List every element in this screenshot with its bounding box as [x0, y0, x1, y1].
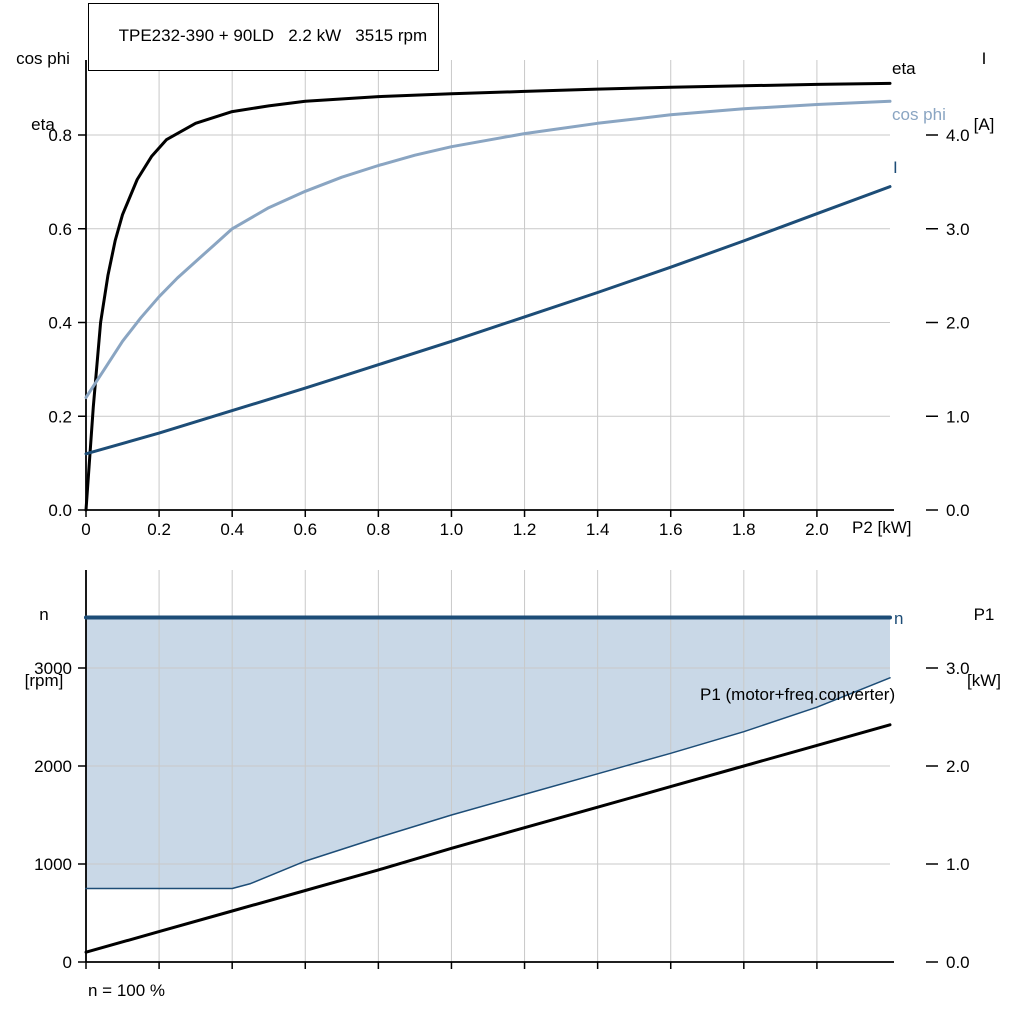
- curve-label-p1: P1 (motor+freq.converter): [700, 685, 896, 704]
- series-eta: [84, 81, 892, 512]
- svg-text:2.0: 2.0: [805, 520, 829, 539]
- series-cos-phi: [84, 99, 892, 399]
- svg-text:1.0: 1.0: [946, 407, 970, 426]
- curve-label-current: I: [893, 158, 898, 177]
- bottom-left-axis-label: n [rpm]: [6, 560, 82, 736]
- x-axis-label: P2 [kW]: [852, 518, 912, 537]
- svg-text:0.8: 0.8: [48, 126, 72, 145]
- svg-text:3000: 3000: [34, 659, 72, 678]
- curve-label-eta: eta: [892, 59, 916, 78]
- svg-text:2.0: 2.0: [946, 757, 970, 776]
- svg-text:0.4: 0.4: [220, 520, 244, 539]
- speed-power-chart: 0 1000 2000 3000 0.0 1.0 2.0 3.0: [34, 570, 970, 972]
- axis-label-ampere-unit: [A]: [973, 115, 995, 134]
- svg-text:1.4: 1.4: [586, 520, 610, 539]
- axis-label-n: n: [39, 605, 49, 624]
- motor-data-chart: 0 0.2 0.4 0.6 0.8 1.0 1.2 1.4 1.6 1.8 2.0 0.0 0.2 0.4…: [48, 60, 970, 539]
- axis-label-cos-phi: cos phi: [16, 49, 70, 68]
- svg-text:1.8: 1.8: [732, 520, 756, 539]
- speed-range-fill: [86, 617, 890, 889]
- svg-text:0.0: 0.0: [946, 953, 970, 972]
- svg-text:2000: 2000: [34, 757, 72, 776]
- chart-title-box: TPE232-390 + 90LD 2.2 kW 3515 rpm: [88, 3, 440, 71]
- svg-text:4.0: 4.0: [946, 126, 970, 145]
- svg-text:0.2: 0.2: [147, 520, 171, 539]
- svg-text:1000: 1000: [34, 855, 72, 874]
- bottom-right-axis-label: P1 [kW]: [952, 560, 1016, 736]
- series-p1-motor-freq-converter-: [84, 723, 892, 954]
- axis-label-current: I: [981, 49, 987, 68]
- svg-text:0.6: 0.6: [48, 220, 72, 239]
- svg-text:2.0: 2.0: [946, 314, 970, 333]
- series-i: [84, 185, 892, 456]
- top-left-axis-label: cos phi eta: [0, 4, 86, 180]
- svg-text:0.2: 0.2: [48, 407, 72, 426]
- svg-text:0.4: 0.4: [48, 314, 72, 333]
- series-n-min: [85, 677, 891, 890]
- svg-text:0: 0: [63, 953, 72, 972]
- svg-text:0.6: 0.6: [293, 520, 317, 539]
- svg-text:3.0: 3.0: [946, 220, 970, 239]
- axis-label-rpm-unit: [rpm]: [24, 671, 64, 690]
- svg-text:1.0: 1.0: [946, 855, 970, 874]
- svg-text:1.2: 1.2: [513, 520, 537, 539]
- svg-text:1.0: 1.0: [440, 520, 464, 539]
- svg-text:1.6: 1.6: [659, 520, 683, 539]
- axis-label-kw-unit: [kW]: [967, 671, 1001, 690]
- chart-title: TPE232-390 + 90LD 2.2 kW 3515 rpm: [118, 26, 428, 45]
- axis-label-eta: eta: [31, 115, 55, 134]
- svg-text:0: 0: [81, 520, 90, 539]
- svg-text:0.0: 0.0: [946, 501, 970, 520]
- curve-label-cos-phi: cos phi: [892, 105, 946, 124]
- axis-label-p1: P1: [973, 605, 995, 624]
- svg-text:0.0: 0.0: [48, 501, 72, 520]
- svg-text:3.0: 3.0: [946, 659, 970, 678]
- top-right-axis-label: I [A]: [952, 4, 1016, 180]
- footnote-n-100: n = 100 %: [88, 981, 166, 1000]
- svg-text:0.8: 0.8: [367, 520, 391, 539]
- curve-label-n: n: [894, 609, 904, 628]
